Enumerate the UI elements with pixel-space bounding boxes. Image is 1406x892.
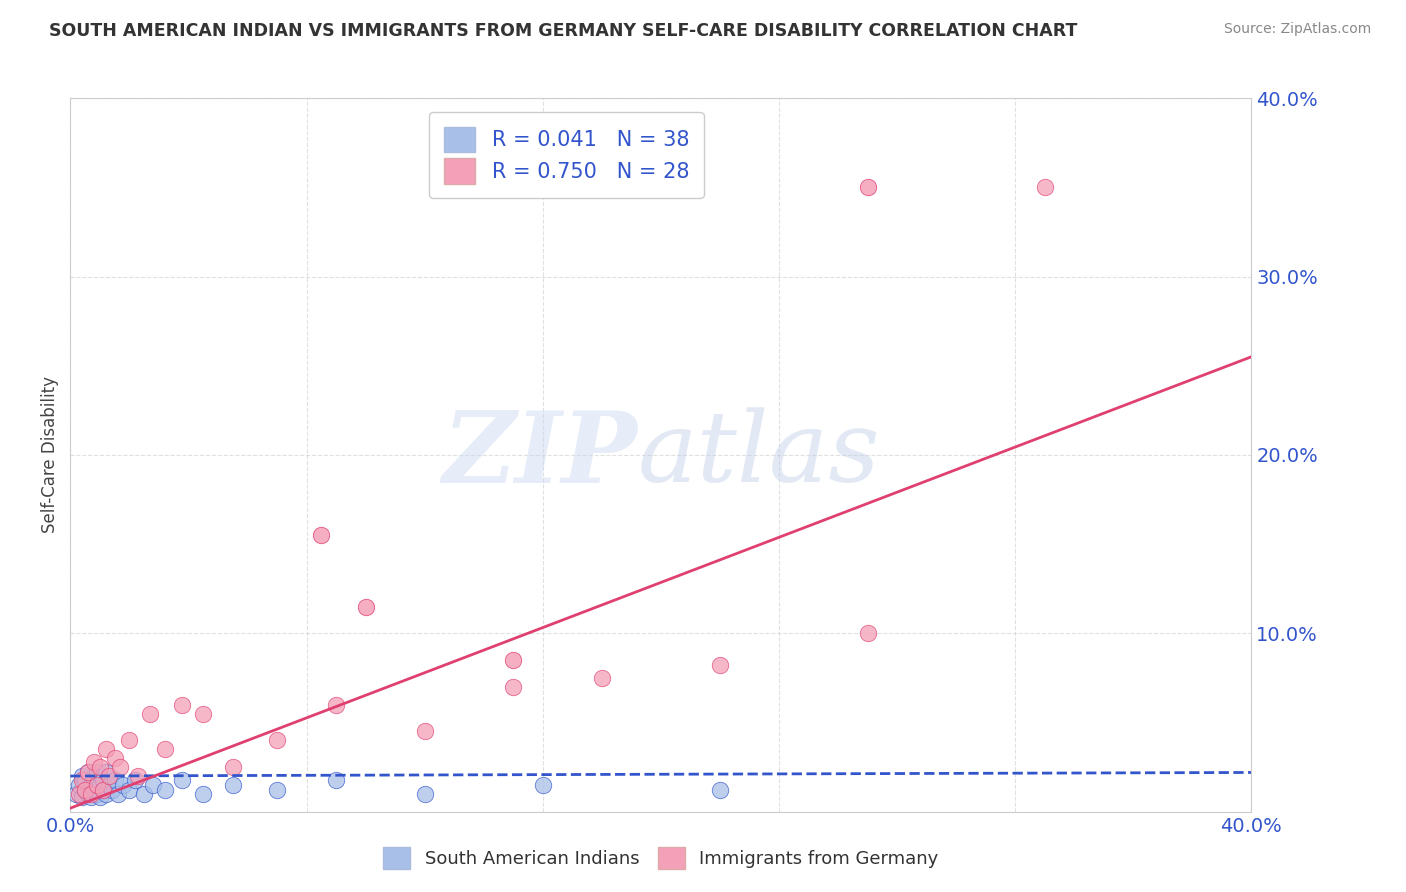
Point — [856, 180, 879, 194]
Legend: R = 0.041   N = 38, R = 0.750   N = 28: R = 0.041 N = 38, R = 0.750 N = 28 — [429, 112, 703, 198]
Text: ZIP: ZIP — [443, 407, 637, 503]
Point — [70, 772, 93, 787]
Point — [139, 706, 162, 721]
Point — [709, 783, 731, 797]
Point — [70, 769, 93, 783]
Point — [77, 765, 100, 780]
Point — [354, 599, 377, 614]
Point — [89, 778, 111, 792]
Point — [325, 698, 347, 712]
Point — [172, 772, 194, 787]
Point — [124, 772, 146, 787]
Point — [75, 783, 96, 797]
Point — [104, 751, 127, 765]
Point — [97, 778, 120, 792]
Point — [502, 680, 524, 694]
Point — [86, 765, 108, 780]
Point — [86, 778, 108, 792]
Point — [86, 787, 108, 801]
Point — [856, 626, 879, 640]
Point — [104, 772, 127, 787]
Point — [67, 778, 90, 792]
Point — [77, 787, 100, 801]
Y-axis label: Self-Care Disability: Self-Care Disability — [41, 376, 59, 533]
Point — [191, 787, 214, 801]
Point — [97, 769, 120, 783]
Point — [94, 787, 117, 801]
Point — [107, 787, 129, 801]
Point — [413, 724, 436, 739]
Point — [94, 742, 117, 756]
Point — [266, 783, 288, 797]
Point — [80, 787, 103, 801]
Point — [266, 733, 288, 747]
Point — [591, 671, 613, 685]
Point — [91, 783, 114, 797]
Point — [89, 760, 111, 774]
Point — [172, 698, 194, 712]
Point — [94, 765, 117, 780]
Point — [67, 787, 90, 801]
Point — [1033, 180, 1056, 194]
Point — [118, 783, 141, 797]
Point — [309, 528, 333, 542]
Point — [325, 772, 347, 787]
Point — [153, 783, 176, 797]
Text: Source: ZipAtlas.com: Source: ZipAtlas.com — [1223, 22, 1371, 37]
Point — [153, 742, 176, 756]
Text: atlas: atlas — [637, 408, 880, 502]
Point — [75, 772, 96, 787]
Point — [100, 783, 122, 797]
Point — [80, 778, 103, 792]
Point — [112, 778, 135, 792]
Point — [110, 760, 132, 774]
Text: SOUTH AMERICAN INDIAN VS IMMIGRANTS FROM GERMANY SELF-CARE DISABILITY CORRELATIO: SOUTH AMERICAN INDIAN VS IMMIGRANTS FROM… — [49, 22, 1077, 40]
Point — [709, 658, 731, 673]
Point — [70, 790, 93, 805]
Point — [191, 706, 214, 721]
Point — [413, 787, 436, 801]
Point — [222, 760, 245, 774]
Point — [142, 778, 165, 792]
Point — [502, 653, 524, 667]
Point — [83, 772, 105, 787]
Point — [91, 772, 114, 787]
Legend: South American Indians, Immigrants from Germany: South American Indians, Immigrants from … — [374, 838, 948, 879]
Point — [118, 733, 141, 747]
Point — [132, 787, 156, 801]
Point — [83, 755, 105, 769]
Point — [77, 765, 100, 780]
Point — [91, 783, 114, 797]
Point — [531, 778, 554, 792]
Point — [83, 783, 105, 797]
Point — [89, 790, 111, 805]
Point — [127, 769, 149, 783]
Point — [222, 778, 245, 792]
Point — [80, 790, 103, 805]
Point — [65, 787, 87, 801]
Point — [75, 783, 96, 797]
